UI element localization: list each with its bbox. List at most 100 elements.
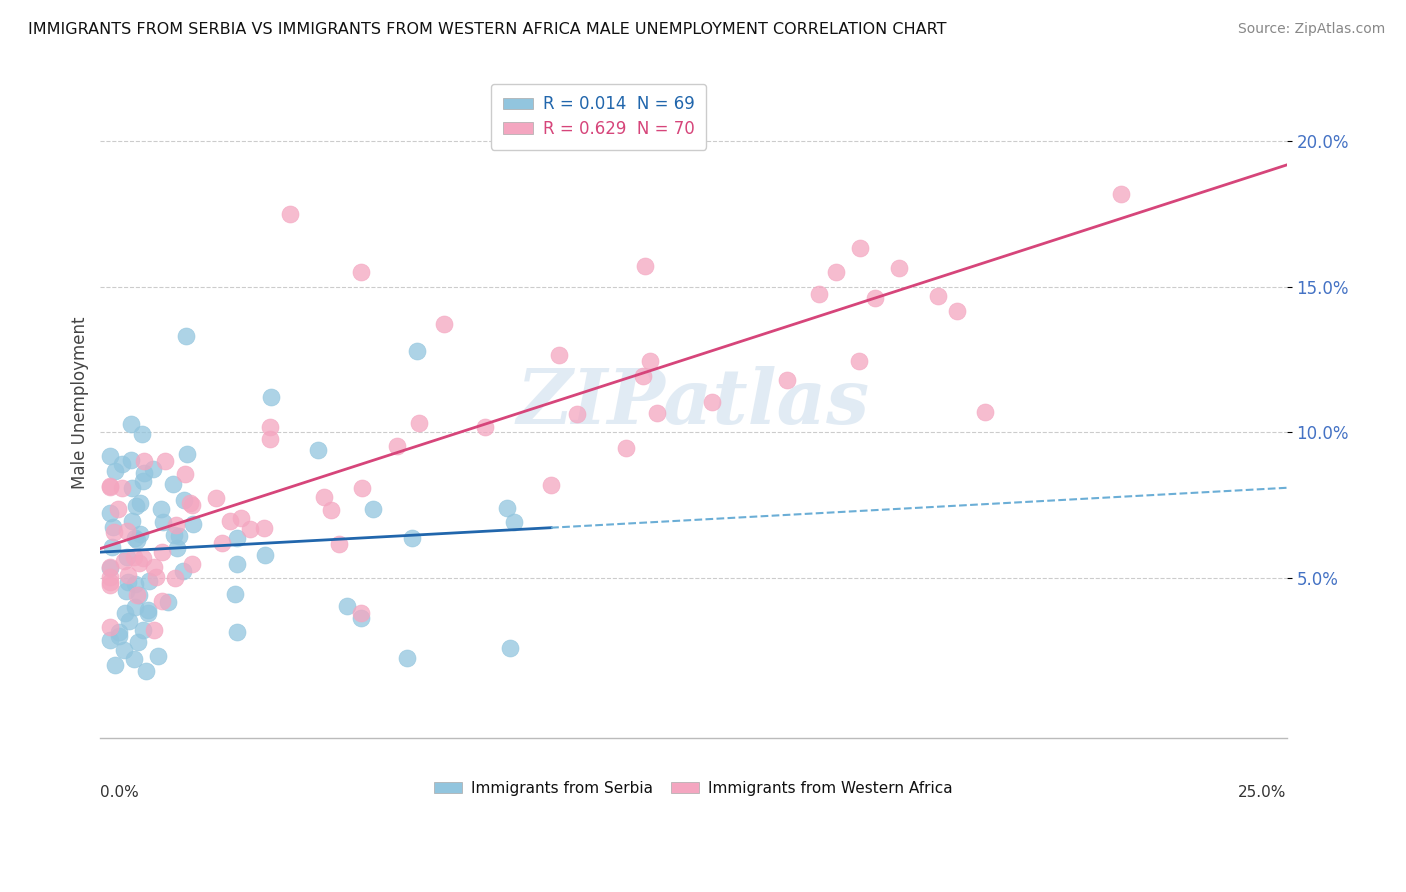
Point xyxy=(143,560,166,574)
Point xyxy=(150,502,173,516)
Point xyxy=(98,480,121,494)
Point xyxy=(645,406,668,420)
Point xyxy=(254,548,277,562)
Point xyxy=(127,533,149,547)
Point xyxy=(350,606,373,620)
Point xyxy=(103,658,125,673)
Point xyxy=(259,419,281,434)
Point xyxy=(107,625,129,640)
Point xyxy=(124,576,146,591)
Point xyxy=(124,532,146,546)
Point xyxy=(887,260,910,275)
Point xyxy=(131,474,153,488)
Point xyxy=(226,557,249,571)
Point xyxy=(125,499,148,513)
Point xyxy=(124,550,146,565)
Point xyxy=(142,624,165,638)
Point xyxy=(142,461,165,475)
Point xyxy=(117,567,139,582)
Point xyxy=(98,561,121,575)
Point xyxy=(395,650,418,665)
Point xyxy=(408,416,430,430)
Point xyxy=(122,652,145,666)
Point xyxy=(433,317,456,331)
Point xyxy=(253,521,276,535)
Point xyxy=(166,541,188,556)
Point xyxy=(259,432,281,446)
Point xyxy=(121,515,143,529)
Point xyxy=(180,498,202,512)
Point xyxy=(540,477,562,491)
Point xyxy=(181,558,204,572)
Point xyxy=(219,514,242,528)
Point xyxy=(98,574,121,589)
Point xyxy=(132,551,155,566)
Point xyxy=(700,395,723,409)
Point xyxy=(205,491,228,505)
Point xyxy=(336,599,359,613)
Point xyxy=(108,629,131,643)
Point xyxy=(156,595,179,609)
Point xyxy=(98,479,121,493)
Point xyxy=(974,405,997,419)
Point xyxy=(173,493,195,508)
Point xyxy=(927,288,949,302)
Point xyxy=(226,625,249,640)
Point xyxy=(150,545,173,559)
Point xyxy=(100,540,122,554)
Point xyxy=(401,532,423,546)
Point xyxy=(638,353,661,368)
Point xyxy=(114,606,136,620)
Point xyxy=(127,634,149,648)
Point xyxy=(112,643,135,657)
Point xyxy=(614,441,637,455)
Point xyxy=(153,453,176,467)
Point xyxy=(808,286,831,301)
Point xyxy=(225,531,247,545)
Point xyxy=(98,449,121,463)
Point xyxy=(328,537,350,551)
Point xyxy=(165,518,187,533)
Y-axis label: Male Unemployment: Male Unemployment xyxy=(72,317,89,490)
Point xyxy=(124,599,146,614)
Point xyxy=(495,500,517,515)
Point xyxy=(107,502,129,516)
Point xyxy=(117,574,139,589)
Legend: Immigrants from Serbia, Immigrants from Western Africa: Immigrants from Serbia, Immigrants from … xyxy=(426,773,960,804)
Point xyxy=(129,496,152,510)
Point xyxy=(634,259,657,273)
Point xyxy=(863,291,886,305)
Point xyxy=(314,490,336,504)
Point xyxy=(307,442,329,457)
Point xyxy=(824,265,846,279)
Point xyxy=(146,649,169,664)
Point xyxy=(548,348,571,362)
Point xyxy=(319,503,342,517)
Text: IMMIGRANTS FROM SERBIA VS IMMIGRANTS FROM WESTERN AFRICA MALE UNEMPLOYMENT CORRE: IMMIGRANTS FROM SERBIA VS IMMIGRANTS FRO… xyxy=(28,22,946,37)
Point xyxy=(361,502,384,516)
Point xyxy=(172,564,194,578)
Point xyxy=(211,536,233,550)
Point xyxy=(385,439,408,453)
Point xyxy=(98,632,121,647)
Point xyxy=(115,584,138,599)
Point xyxy=(567,407,589,421)
Point xyxy=(120,453,142,467)
Point xyxy=(98,620,121,634)
Point xyxy=(125,588,148,602)
Point xyxy=(131,426,153,441)
Point xyxy=(136,606,159,620)
Point xyxy=(406,344,429,359)
Point xyxy=(848,354,870,368)
Point xyxy=(98,569,121,583)
Point xyxy=(503,516,526,530)
Point xyxy=(181,516,204,531)
Point xyxy=(174,329,197,343)
Point xyxy=(945,304,967,318)
Point xyxy=(121,481,143,495)
Point xyxy=(112,554,135,568)
Point xyxy=(115,524,138,538)
Point xyxy=(849,241,872,255)
Point xyxy=(132,623,155,637)
Point xyxy=(179,495,201,509)
